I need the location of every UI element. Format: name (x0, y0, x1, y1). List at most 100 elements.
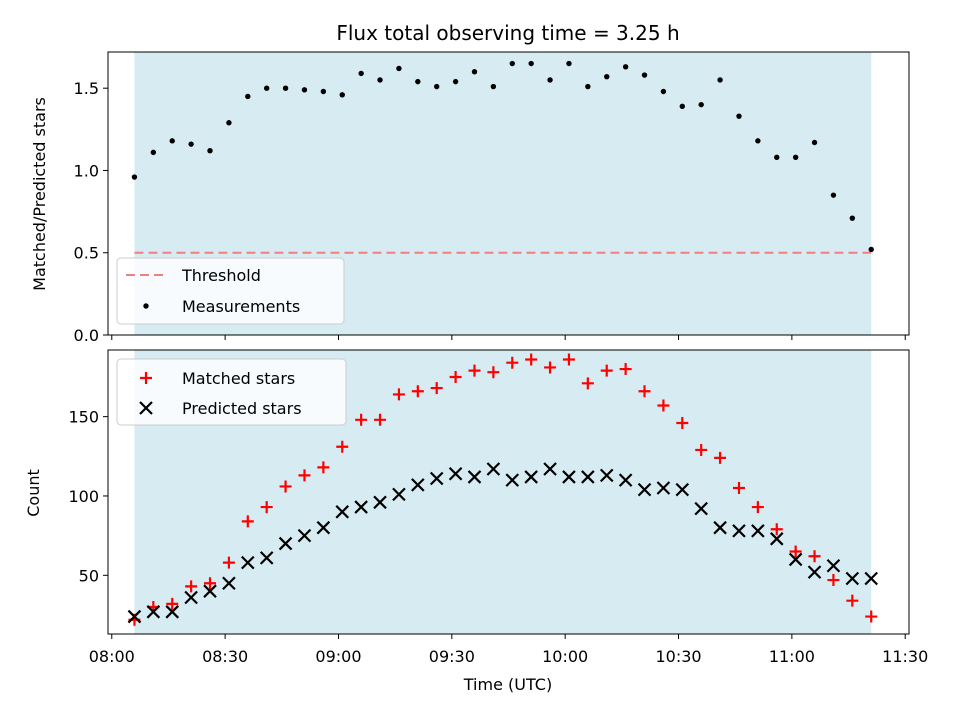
measurement-point (868, 246, 874, 253)
measurement-point (396, 65, 402, 72)
measurement-point (188, 141, 194, 147)
x-tick-label: 11:30 (882, 647, 928, 666)
top-legend-box (116, 257, 345, 325)
matched-star-point (355, 413, 368, 426)
legend-plus-marker (140, 372, 152, 384)
predicted-star-point (694, 501, 708, 516)
matched-star-point (789, 545, 802, 558)
matched-star-point (260, 501, 273, 514)
measurement-point (377, 77, 383, 83)
legend-threshold-label: Threshold (181, 266, 261, 285)
predicted-star-point (184, 590, 198, 605)
matched-star-point (600, 364, 613, 377)
bottom-y-ticks: 50 100 150 (68, 408, 108, 585)
predicted-star-point (448, 466, 463, 481)
bottom-legend: Matched stars Predicted stars (116, 358, 347, 426)
matched-star-point (581, 377, 594, 390)
predicted-star-point (581, 470, 595, 484)
legend-predicted-swatch (139, 401, 153, 415)
bottom-axes-frame (107, 349, 910, 635)
predicted-star-point (297, 528, 312, 543)
measurement-point (849, 215, 856, 221)
bottom-legend-box (116, 358, 347, 426)
predicted-star-point (373, 495, 387, 510)
matched-star-point (808, 550, 821, 563)
predicted-star-point (486, 462, 501, 476)
matched-star-point (732, 482, 745, 495)
predicted-star-point (732, 524, 746, 538)
x-tick-label: 10:30 (655, 647, 701, 666)
measurement-point (660, 88, 667, 95)
legend-matched-swatch (140, 372, 152, 384)
matched-star-point (506, 356, 519, 369)
matched-star-point (695, 443, 708, 456)
measurement-point (698, 101, 704, 108)
predicted-star-point (467, 470, 482, 484)
bottom-y-axis-label: Count (24, 469, 43, 517)
measurement-point (471, 69, 478, 75)
measurement-point (528, 60, 534, 67)
measurement-points (131, 60, 874, 253)
measurement-point (774, 154, 780, 161)
matched-star-point (449, 370, 462, 383)
predicted-star-point (656, 481, 671, 495)
top-panel: 0.0 0.5 1.0 1.5 Matched/Predicted stars Thr… (30, 51, 910, 345)
predicted-star-point (675, 482, 690, 497)
predicted-star-point (222, 576, 236, 591)
matched-star-point (411, 385, 424, 398)
bottom-panel: 50 100 150 08:00 08:30 09:00 09:30 10:00 10:30 1… (24, 349, 928, 694)
x-tick-label: 09:00 (315, 647, 361, 666)
legend-predicted-label: Predicted stars (182, 399, 302, 418)
predicted-star-point (751, 524, 765, 538)
legend-matched-label: Matched stars (182, 369, 295, 388)
predicted-star-point (259, 551, 274, 565)
y-tick-label: 50 (79, 566, 99, 585)
predicted-star-point (316, 520, 331, 535)
matched-star-point (751, 501, 764, 514)
matched-star-point (827, 574, 840, 587)
bottom-x-ticks: 08:00 08:30 09:00 09:30 10:00 10:30 11:00 11:30 (89, 634, 928, 666)
measurement-point (792, 154, 799, 161)
matched-star-point (468, 364, 481, 377)
predicted-star-point (505, 473, 520, 487)
predicted-star-point (769, 532, 784, 546)
measurement-point (169, 138, 175, 144)
predicted-star-point (543, 462, 557, 476)
measurement-point (452, 78, 459, 85)
legend-measurements-label: Measurements (182, 297, 300, 316)
predicted-star-point (411, 478, 425, 492)
predicted-star-point (845, 571, 860, 586)
measurement-point (566, 60, 572, 67)
measurement-point (585, 83, 591, 90)
top-y-axis-label: Matched/Predicted stars (30, 97, 49, 291)
matched-star-point (166, 597, 179, 610)
predicted-star-point (713, 520, 727, 535)
matched-star-point (392, 388, 405, 401)
measurement-point (717, 77, 723, 83)
predicted-star-point (599, 468, 614, 483)
matched-star-point (487, 366, 500, 379)
matched-star-point (544, 361, 557, 374)
measurement-point (150, 149, 157, 156)
predicted-star-point (562, 470, 576, 484)
matched-star-point (714, 451, 727, 464)
predicted-star-point (618, 473, 633, 487)
predicted-star-point (637, 482, 652, 497)
measurement-point (226, 120, 232, 126)
top-y-ticks: 0.0 0.5 1.0 1.5 (74, 79, 108, 345)
predicted-star-point (524, 470, 538, 484)
measurement-point (830, 192, 837, 198)
predicted-star-point (278, 536, 293, 551)
matched-star-point (298, 469, 311, 482)
matched-star-point (865, 610, 878, 623)
matched-star-point (317, 461, 330, 474)
predicted-star-point (826, 558, 841, 573)
predicted-star-point (864, 571, 878, 586)
top-axes-frame (107, 51, 910, 336)
legend-measurements-swatch (143, 303, 149, 309)
y-tick-label: 100 (68, 487, 99, 506)
matched-star-point (374, 413, 387, 426)
y-tick-label: 0.5 (74, 244, 99, 263)
measurement-point (755, 138, 761, 144)
